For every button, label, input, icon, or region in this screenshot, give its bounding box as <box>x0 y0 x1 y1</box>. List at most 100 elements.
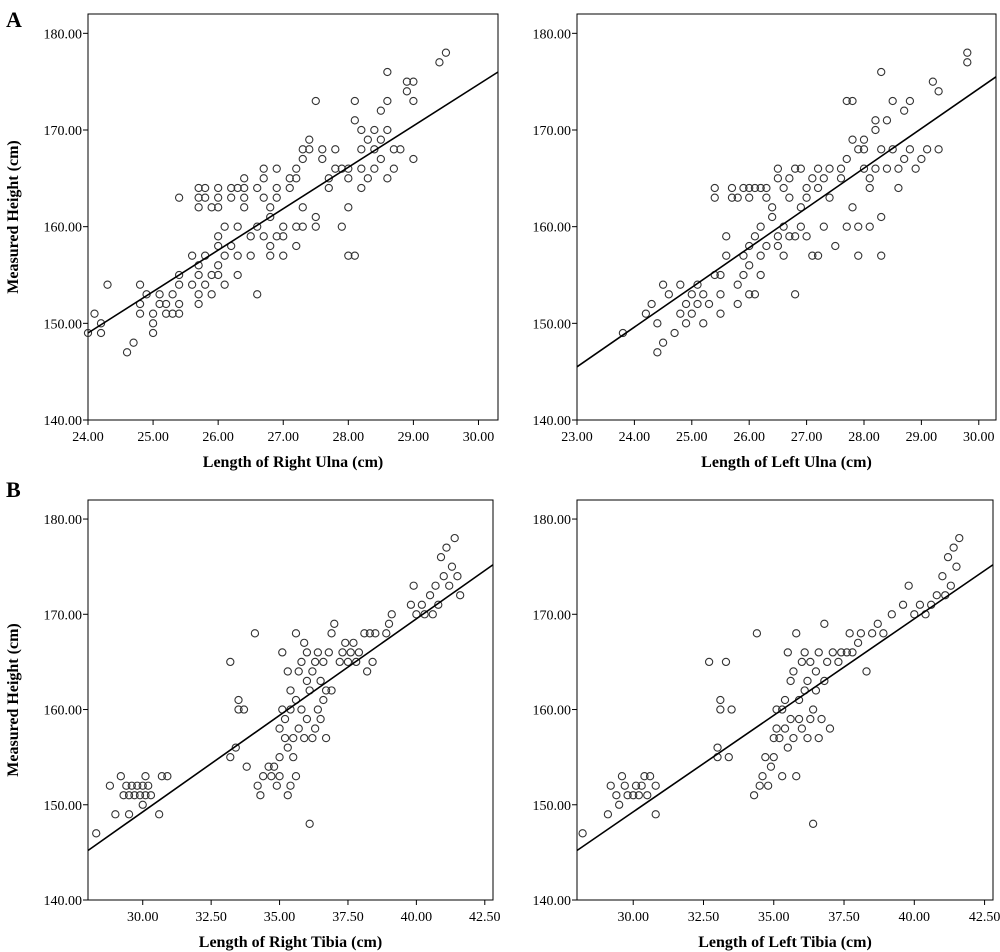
data-point <box>291 629 301 638</box>
data-point <box>820 676 829 686</box>
data-point <box>792 629 801 638</box>
data-point <box>194 270 203 280</box>
data-point <box>292 164 301 173</box>
x-tick-label: 24.00 <box>619 430 651 445</box>
regression-line <box>576 76 997 368</box>
x-tick-label: 42.50 <box>969 910 1000 925</box>
data-point <box>778 705 787 714</box>
data-point <box>854 222 863 231</box>
x-tick-label: 26.00 <box>202 430 234 445</box>
data-point <box>144 781 153 790</box>
data-point <box>865 183 874 193</box>
data-point <box>814 648 823 657</box>
data-point <box>311 222 320 231</box>
data-point <box>676 280 685 289</box>
data-point <box>194 183 203 193</box>
data-point <box>214 203 223 212</box>
data-point <box>670 328 679 338</box>
data-point <box>357 164 366 173</box>
data-point <box>279 232 288 241</box>
data-point <box>275 752 284 762</box>
data-point <box>105 781 115 790</box>
data-point <box>279 222 288 231</box>
data-point <box>606 781 615 790</box>
x-axis-title: Length of Right Tibia (cm) <box>199 934 382 951</box>
data-point <box>292 174 301 183</box>
data-point <box>420 610 429 619</box>
data-point <box>335 657 344 667</box>
data-point <box>859 145 869 154</box>
data-point <box>417 600 427 609</box>
data-point <box>214 193 223 202</box>
data-point <box>882 164 892 173</box>
data-point <box>623 791 632 800</box>
data-point <box>269 762 279 771</box>
data-point <box>129 338 138 347</box>
data-point <box>146 791 156 800</box>
data-point <box>302 714 312 724</box>
data-point <box>871 125 880 135</box>
data-point <box>938 572 947 581</box>
data-point <box>133 781 142 790</box>
data-point <box>406 600 416 609</box>
data-point <box>873 619 882 628</box>
data-point <box>768 203 777 212</box>
data-point <box>297 657 306 667</box>
y-tick-label: 150.00 <box>44 317 83 332</box>
data-point <box>749 791 759 800</box>
data-point <box>383 67 392 77</box>
data-point <box>124 791 134 800</box>
data-point <box>174 299 184 309</box>
data-point <box>161 299 171 309</box>
data-point <box>233 270 242 280</box>
data-point <box>778 772 787 781</box>
data-point <box>431 581 440 590</box>
data-point <box>808 705 818 714</box>
data-point <box>409 77 418 86</box>
data-point <box>200 183 210 193</box>
data-point <box>214 261 223 270</box>
data-point <box>352 657 361 667</box>
data-point <box>289 733 298 743</box>
data-point <box>859 135 869 144</box>
data-point <box>915 600 925 609</box>
data-point <box>865 174 874 183</box>
panel-label-a: A <box>6 7 22 32</box>
data-point <box>246 232 255 241</box>
y-tick-label: 150.00 <box>533 799 572 814</box>
data-point <box>772 724 781 733</box>
data-point <box>155 299 164 309</box>
data-point <box>266 251 275 260</box>
data-point <box>727 705 736 714</box>
x-tick-label: 42.50 <box>469 910 501 925</box>
data-point <box>808 251 817 260</box>
data-point <box>220 251 229 260</box>
data-point <box>344 251 353 260</box>
data-point <box>825 193 834 202</box>
data-point <box>716 290 725 299</box>
data-point <box>716 270 725 280</box>
x-tick-label: 26.00 <box>733 430 765 445</box>
data-point <box>620 781 629 790</box>
data-point <box>174 193 184 202</box>
data-point <box>713 743 722 752</box>
data-point <box>138 781 147 790</box>
data-point <box>780 695 790 705</box>
data-point <box>828 648 837 657</box>
data-point <box>434 600 443 609</box>
y-tick-label: 180.00 <box>533 27 572 42</box>
data-point <box>148 309 158 318</box>
data-point <box>722 232 731 241</box>
data-point <box>856 629 866 638</box>
data-point <box>716 309 725 318</box>
data-point <box>456 591 465 600</box>
data-point <box>775 733 784 743</box>
data-point <box>756 270 765 280</box>
data-point <box>755 781 764 790</box>
data-point <box>234 705 243 714</box>
data-point <box>911 164 920 173</box>
data-point <box>854 251 863 260</box>
x-tick-label: 27.00 <box>791 430 823 445</box>
data-point <box>442 543 451 552</box>
data-point <box>922 145 932 154</box>
